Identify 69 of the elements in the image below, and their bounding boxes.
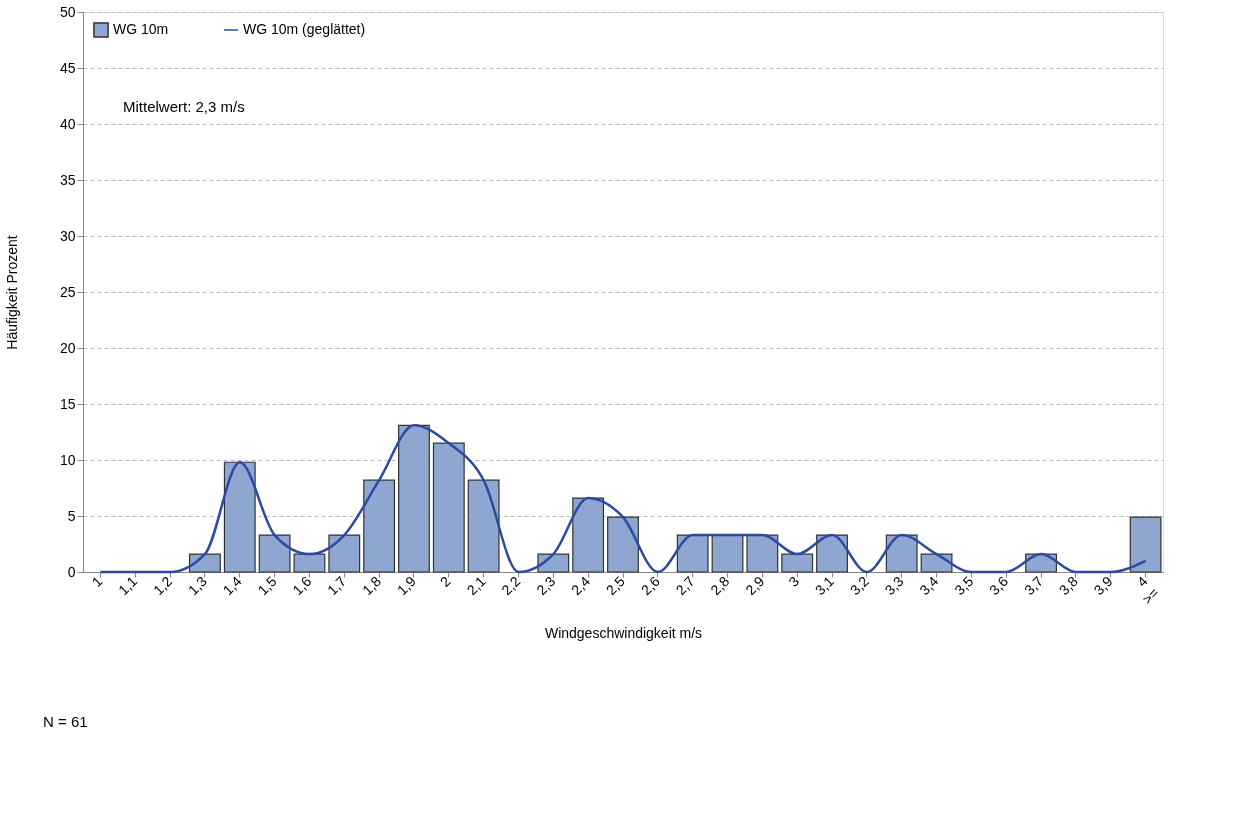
x-tick-label: 2,4 bbox=[568, 572, 594, 599]
x-tick-label: 2,1 bbox=[463, 572, 489, 599]
bar bbox=[537, 553, 570, 573]
x-tick-label: 2,3 bbox=[533, 572, 559, 599]
x-tick-label: 3,3 bbox=[881, 572, 907, 599]
y-tick-label: 15 bbox=[59, 395, 76, 412]
x-tick-label: 3,6 bbox=[986, 572, 1012, 599]
x-tick-label: 3 bbox=[785, 572, 803, 590]
x-tick-label: 3,5 bbox=[951, 572, 977, 599]
x-tick-label: 3,8 bbox=[1055, 572, 1081, 599]
x-tick-label: 3,4 bbox=[916, 572, 942, 599]
x-tick-label: 2,5 bbox=[602, 572, 629, 599]
bar bbox=[398, 424, 430, 573]
x-tick-label: 2,2 bbox=[498, 572, 524, 599]
y-axis-title: Häufigkeit Prozent bbox=[3, 235, 20, 350]
bar bbox=[328, 534, 361, 573]
x-tick-label: 1,1 bbox=[115, 572, 141, 599]
legend-label: WG 10m bbox=[113, 21, 169, 37]
bar bbox=[223, 461, 256, 573]
bar bbox=[293, 553, 326, 573]
bar bbox=[572, 497, 605, 573]
bar bbox=[711, 534, 744, 573]
x-tick-label: 1,9 bbox=[393, 572, 420, 599]
x-tick-label: 1 bbox=[88, 572, 106, 590]
x-tick-label: 3,2 bbox=[846, 572, 872, 599]
x-tick-label: 3,9 bbox=[1090, 572, 1116, 599]
x-tick-label: 1,3 bbox=[184, 572, 211, 599]
y-tick-label: 40 bbox=[59, 115, 76, 132]
y-tick-label: 0 bbox=[67, 563, 76, 580]
x-tick-label: 1,7 bbox=[324, 572, 350, 599]
x-tick-label: 4 >= bbox=[1133, 572, 1162, 608]
x-tick-label: 2,9 bbox=[742, 572, 768, 599]
bar bbox=[467, 479, 500, 573]
x-tick-label: 1,4 bbox=[219, 572, 245, 599]
bar bbox=[1129, 516, 1162, 573]
x-tick-label: 2 bbox=[436, 572, 454, 590]
x-axis-title: Windgeschwindigkeit m/s bbox=[544, 625, 703, 642]
legend-label: WG 10m (geglättet) bbox=[243, 21, 366, 37]
bar bbox=[676, 534, 709, 573]
x-tick-label: 2,7 bbox=[672, 572, 698, 599]
y-tick-label: 25 bbox=[59, 283, 76, 300]
text: N = 61 bbox=[43, 713, 88, 730]
y-tick-label: 10 bbox=[59, 451, 76, 468]
bar bbox=[258, 534, 291, 573]
x-tick-label: 3,7 bbox=[1020, 572, 1047, 599]
x-tick-label: 2,6 bbox=[637, 572, 663, 599]
y-tick-label: 50 bbox=[59, 3, 76, 20]
x-tick-label: 1,6 bbox=[289, 572, 315, 599]
bar bbox=[816, 534, 848, 573]
bar bbox=[607, 516, 639, 573]
line-series bbox=[99, 424, 1147, 574]
bar bbox=[432, 442, 465, 573]
bar bbox=[781, 553, 814, 573]
bar bbox=[885, 534, 918, 573]
y-tick-label: 30 bbox=[59, 227, 76, 244]
bar bbox=[363, 479, 396, 573]
annotation: Mittelwert: 2,3 m/s bbox=[123, 98, 245, 115]
x-tick-label: 1,5 bbox=[254, 572, 280, 599]
y-tick-label: 35 bbox=[59, 171, 76, 188]
x-tick-label: 2,8 bbox=[707, 572, 733, 599]
x-tick-label: 1,2 bbox=[149, 572, 176, 599]
bar bbox=[746, 534, 779, 573]
bar bbox=[920, 553, 953, 573]
y-tick-label: 45 bbox=[59, 59, 76, 76]
y-tick-label: 5 bbox=[67, 507, 76, 524]
y-tick-label: 20 bbox=[59, 339, 76, 356]
x-tick-label: 3,1 bbox=[811, 572, 838, 599]
x-tick-label: 1,8 bbox=[359, 572, 385, 599]
bar bbox=[189, 553, 221, 573]
